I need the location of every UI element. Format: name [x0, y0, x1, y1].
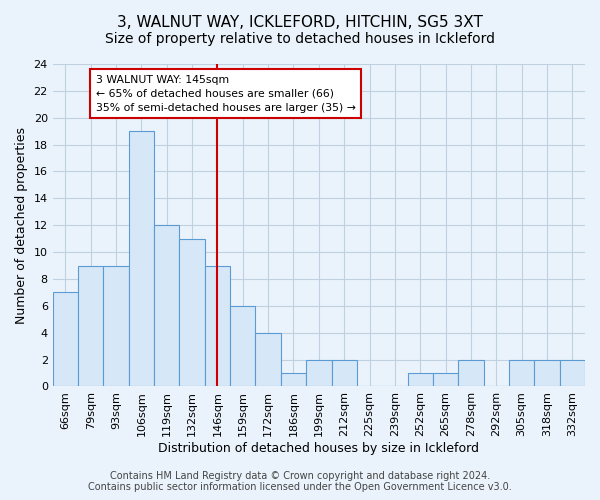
Bar: [205, 266, 230, 386]
Text: Size of property relative to detached houses in Ickleford: Size of property relative to detached ho…: [105, 32, 495, 46]
Bar: [535, 360, 560, 386]
Text: 3, WALNUT WAY, ICKLEFORD, HITCHIN, SG5 3XT: 3, WALNUT WAY, ICKLEFORD, HITCHIN, SG5 3…: [117, 15, 483, 30]
X-axis label: Distribution of detached houses by size in Ickleford: Distribution of detached houses by size …: [158, 442, 479, 455]
Bar: [78, 266, 103, 386]
Bar: [129, 131, 154, 386]
Bar: [53, 292, 78, 386]
Bar: [509, 360, 535, 386]
Bar: [332, 360, 357, 386]
Bar: [179, 238, 205, 386]
Bar: [306, 360, 332, 386]
Bar: [560, 360, 585, 386]
Bar: [407, 373, 433, 386]
Bar: [458, 360, 484, 386]
Bar: [281, 373, 306, 386]
Bar: [230, 306, 256, 386]
Bar: [433, 373, 458, 386]
Text: Contains HM Land Registry data © Crown copyright and database right 2024.
Contai: Contains HM Land Registry data © Crown c…: [88, 471, 512, 492]
Y-axis label: Number of detached properties: Number of detached properties: [15, 126, 28, 324]
Bar: [256, 332, 281, 386]
Text: 3 WALNUT WAY: 145sqm
← 65% of detached houses are smaller (66)
35% of semi-detac: 3 WALNUT WAY: 145sqm ← 65% of detached h…: [96, 74, 356, 112]
Bar: [103, 266, 129, 386]
Bar: [154, 225, 179, 386]
